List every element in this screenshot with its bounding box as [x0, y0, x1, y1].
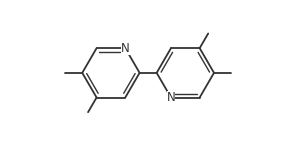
Text: N: N	[121, 42, 130, 55]
Text: N: N	[167, 91, 175, 104]
